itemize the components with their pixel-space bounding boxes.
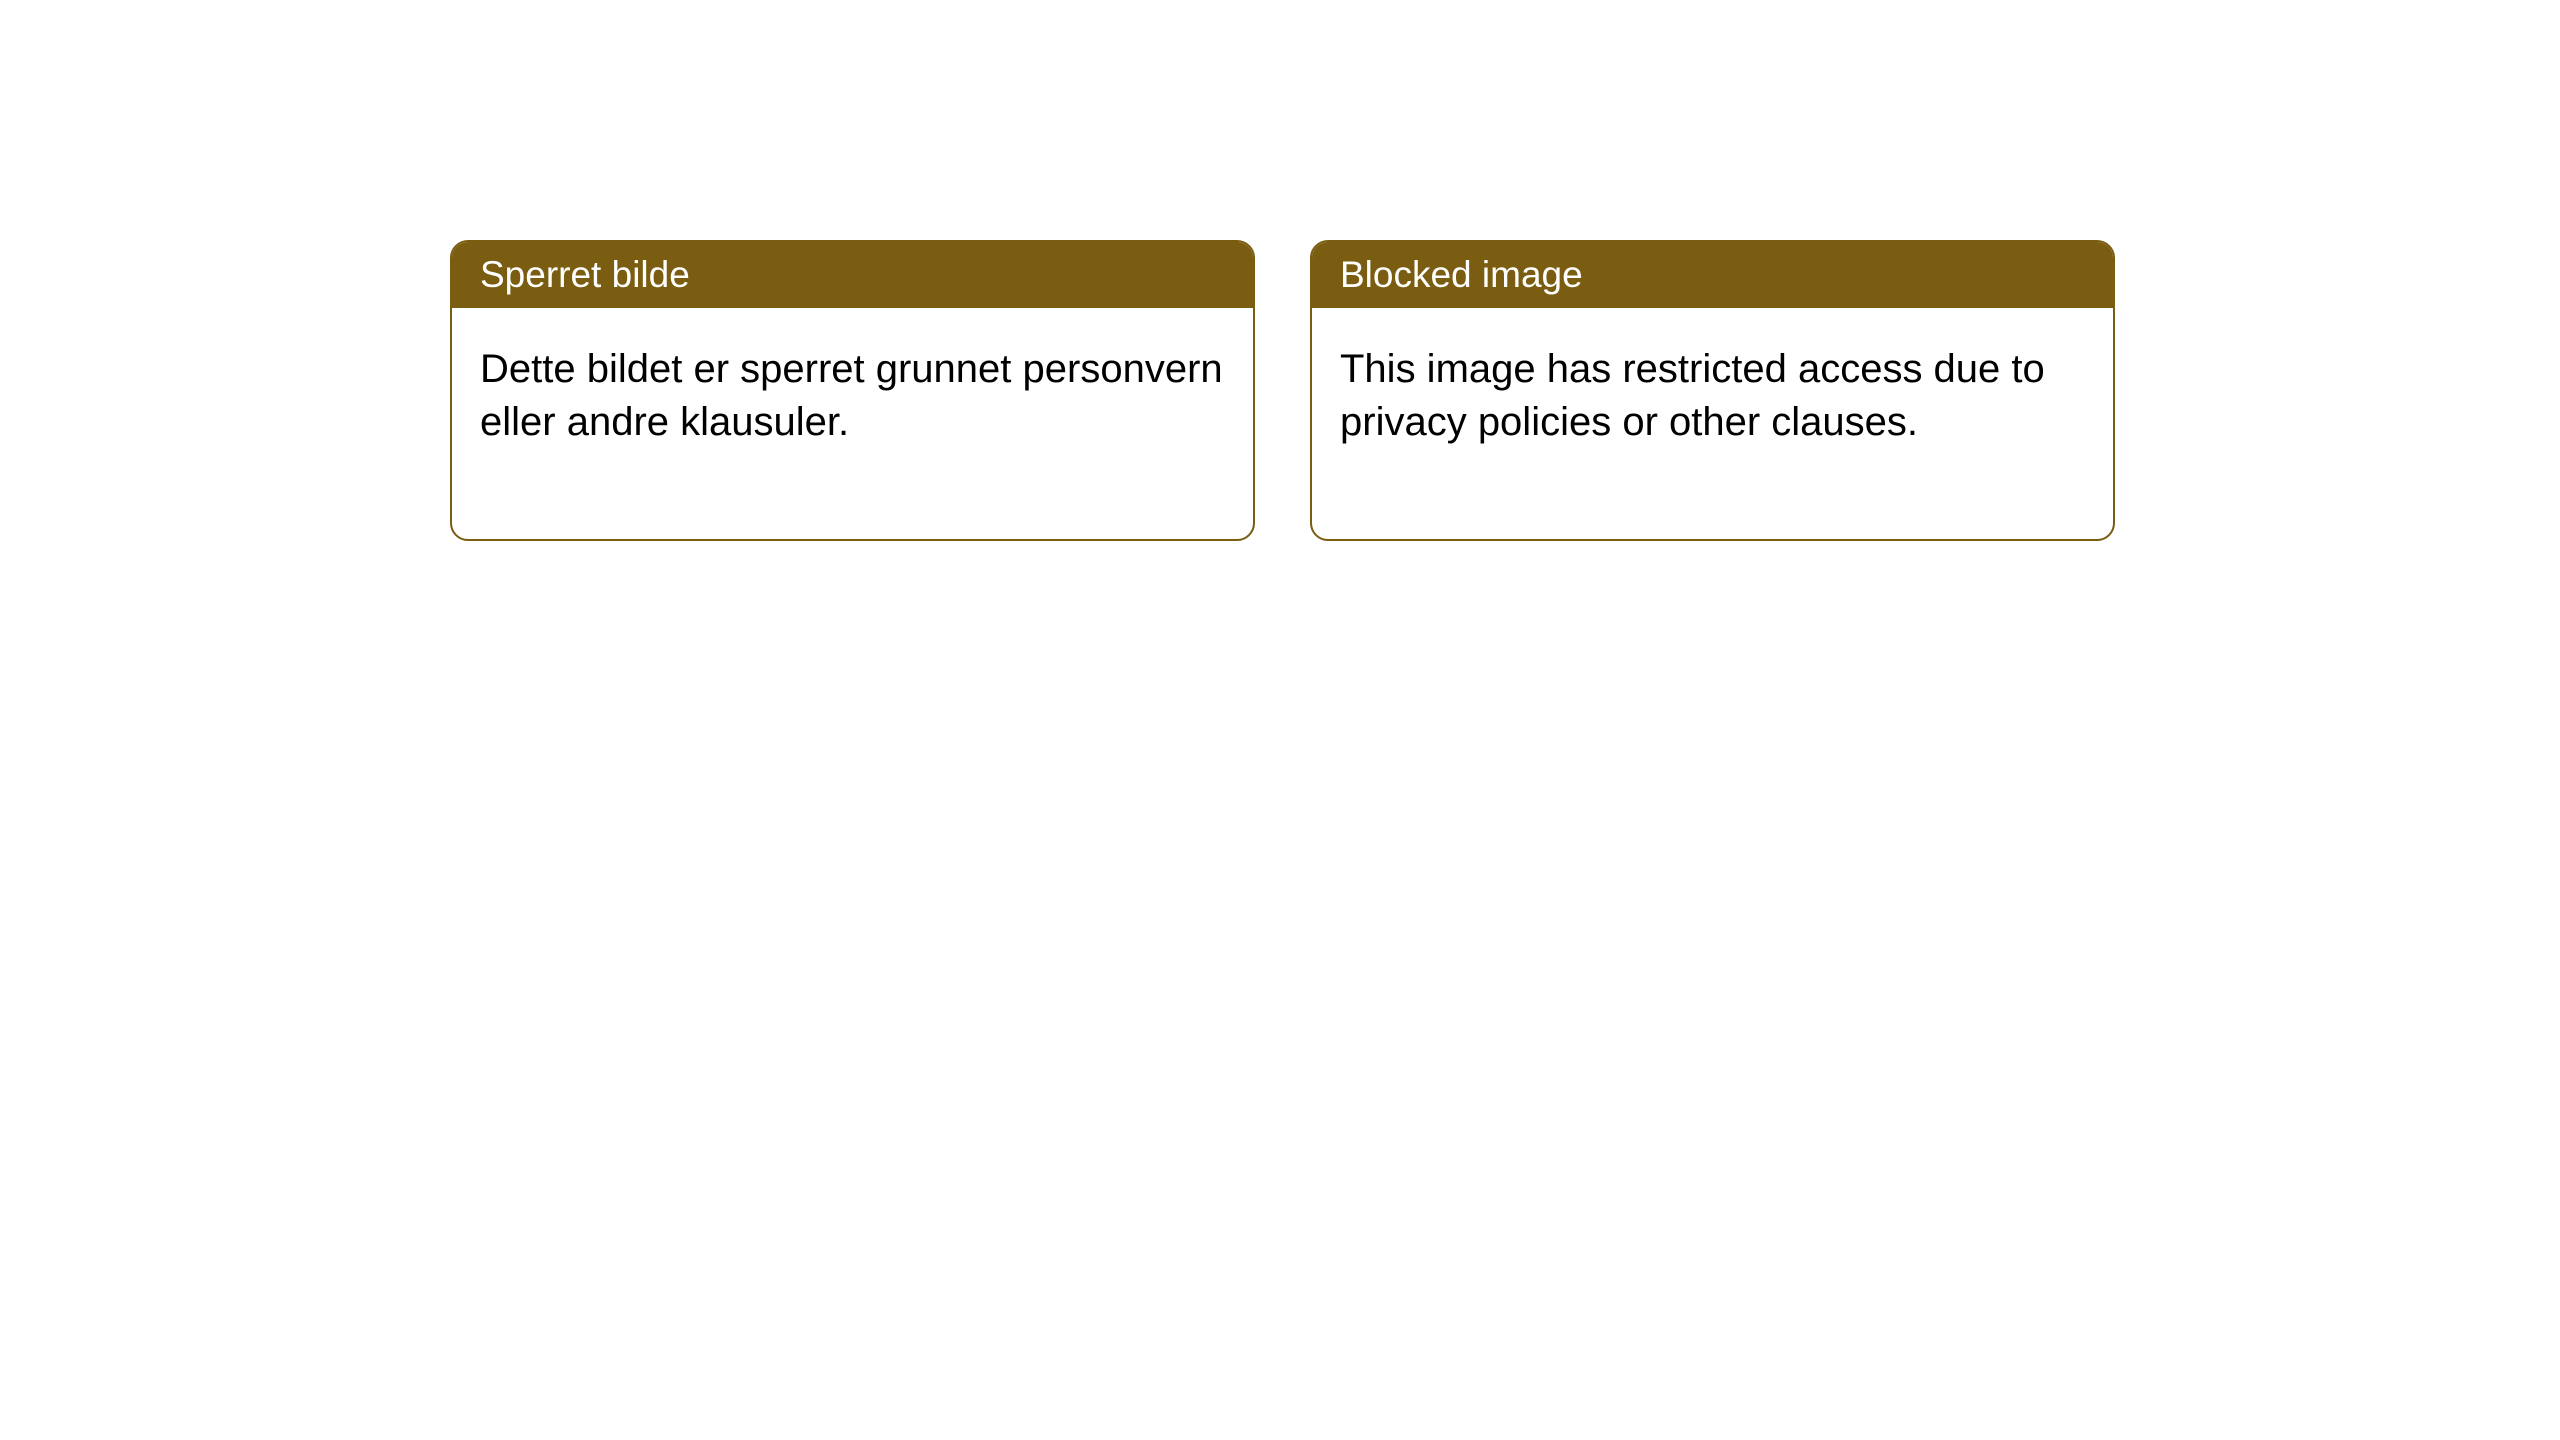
notice-box-english: Blocked image This image has restricted …	[1310, 240, 2115, 541]
notice-container: Sperret bilde Dette bildet er sperret gr…	[450, 240, 2115, 541]
notice-text-norwegian: Dette bildet er sperret grunnet personve…	[480, 347, 1223, 444]
notice-box-norwegian: Sperret bilde Dette bildet er sperret gr…	[450, 240, 1255, 541]
notice-header-english: Blocked image	[1312, 242, 2113, 308]
notice-title-english: Blocked image	[1340, 254, 1583, 295]
notice-body-english: This image has restricted access due to …	[1312, 308, 2113, 539]
notice-body-norwegian: Dette bildet er sperret grunnet personve…	[452, 308, 1253, 539]
notice-header-norwegian: Sperret bilde	[452, 242, 1253, 308]
notice-title-norwegian: Sperret bilde	[480, 254, 690, 295]
notice-text-english: This image has restricted access due to …	[1340, 347, 2045, 444]
